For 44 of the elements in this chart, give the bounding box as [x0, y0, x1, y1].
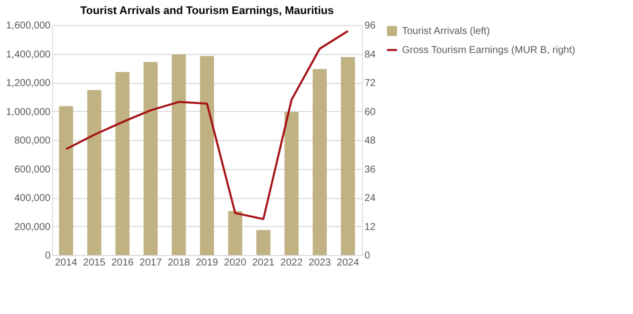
- x-tick-label: 2019: [196, 258, 219, 268]
- y-tick-label: 1,600,000: [6, 20, 51, 32]
- chart-title: Tourist Arrivals and Tourism Earnings, Mauritius: [80, 5, 334, 17]
- y2-tick-label: 48: [364, 136, 376, 146]
- legend-label: Tourist Arrivals (left): [402, 26, 490, 37]
- bar: [59, 106, 74, 255]
- bar: [200, 56, 214, 255]
- bar: [256, 230, 270, 255]
- bar: [284, 112, 299, 255]
- x-tick-label: 2022: [280, 258, 304, 268]
- x-tick-label: 2024: [336, 258, 360, 268]
- bar: [144, 62, 158, 255]
- y2-tick-label: 96: [364, 20, 376, 32]
- bar: [340, 57, 355, 255]
- x-tick-label: 2021: [252, 258, 275, 268]
- bar: [87, 90, 102, 255]
- y2-tick-label: 12: [364, 222, 376, 233]
- line-series: [65, 30, 349, 220]
- x-tick-label: 2020: [224, 258, 247, 268]
- y2-tick-label: 60: [364, 106, 376, 118]
- y-tick-label: 400,000: [14, 193, 51, 204]
- y2-tick-label: 0: [364, 250, 370, 262]
- x-tick-label: 2014: [54, 258, 78, 268]
- x-tick-label: 2018: [168, 258, 190, 268]
- y-tick-label: 1,000,000: [6, 106, 51, 118]
- y-tick-label: 1,200,000: [6, 78, 51, 89]
- x-tick-label: 2016: [111, 258, 134, 268]
- x-tick-label: 2015: [83, 258, 106, 268]
- x-tick-label: 2017: [140, 258, 162, 268]
- y-tick-label: 200,000: [14, 222, 51, 233]
- bar: [228, 211, 242, 255]
- y-tick-label: 600,000: [14, 164, 51, 176]
- legend-label: Gross Tourism Earnings (MUR B, right): [402, 45, 576, 56]
- y2-tick-label: 72: [364, 78, 376, 89]
- y-tick-label: 0: [44, 250, 51, 262]
- bar: [115, 72, 130, 255]
- y2-tick-label: 24: [364, 193, 376, 204]
- y-tick-label: 1,400,000: [6, 49, 51, 60]
- bar: [312, 68, 327, 255]
- y2-tick-label: 84: [364, 49, 376, 60]
- bar: [172, 54, 186, 255]
- x-tick-label: 2023: [308, 258, 332, 268]
- y2-tick-label: 36: [364, 164, 376, 176]
- y-tick-label: 800,000: [14, 136, 51, 146]
